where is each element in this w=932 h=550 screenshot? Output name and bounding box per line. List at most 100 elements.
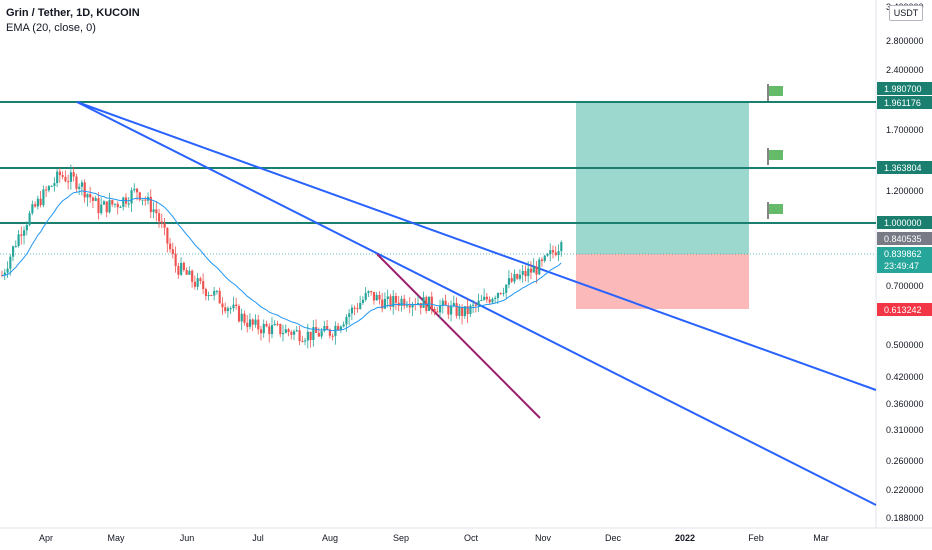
candle-body bbox=[331, 335, 334, 337]
currency-button[interactable]: USDT bbox=[889, 5, 923, 21]
candle-body bbox=[353, 307, 356, 309]
target-zone[interactable] bbox=[576, 102, 749, 254]
candle-body bbox=[47, 186, 50, 191]
symbol-title[interactable]: Grin / Tether, 1D, KUCOIN bbox=[6, 7, 140, 19]
svg-text:1.000000: 1.000000 bbox=[884, 218, 922, 228]
candle-body bbox=[53, 183, 56, 186]
candle-body bbox=[474, 304, 477, 306]
candle-body bbox=[158, 213, 161, 222]
candle-body bbox=[505, 284, 508, 293]
candle-body bbox=[248, 319, 252, 327]
candle-body bbox=[69, 172, 73, 182]
trendline-purple[interactable] bbox=[376, 253, 541, 419]
svg-text:0.839862: 0.839862 bbox=[884, 249, 922, 259]
candle-body bbox=[235, 304, 238, 306]
candles-group bbox=[1, 164, 563, 349]
candle-body bbox=[551, 250, 555, 253]
candle-body bbox=[496, 293, 500, 298]
candle-body bbox=[499, 293, 502, 295]
candle-body bbox=[532, 266, 535, 273]
price-tick-label: 0.188000 bbox=[886, 513, 924, 523]
price-tick-label: 2.800000 bbox=[886, 36, 924, 46]
candle-body bbox=[34, 204, 37, 207]
candle-body bbox=[334, 325, 337, 337]
candle-body bbox=[485, 296, 489, 300]
candle-body bbox=[284, 329, 287, 333]
candle-body bbox=[433, 308, 436, 312]
candle-body bbox=[350, 307, 354, 314]
candle-body bbox=[155, 209, 158, 214]
candle-body bbox=[287, 329, 290, 332]
candle-body bbox=[64, 176, 67, 182]
candle-body bbox=[75, 176, 78, 189]
candle-body bbox=[185, 269, 188, 275]
candle-body bbox=[516, 273, 519, 279]
candle-body bbox=[518, 274, 522, 279]
candle-body bbox=[218, 290, 221, 304]
candle-body bbox=[20, 234, 23, 236]
candle-body bbox=[102, 201, 106, 205]
candle-body bbox=[270, 325, 274, 335]
candle-body bbox=[469, 305, 472, 315]
trendline-upper[interactable] bbox=[76, 101, 877, 391]
candle-body bbox=[262, 324, 265, 334]
time-axis[interactable]: Apr May Jun Jul Aug Sep Oct Nov Dec 2022 Feb Mar bbox=[39, 533, 829, 543]
candle-body bbox=[213, 290, 216, 296]
candle-body bbox=[12, 246, 15, 257]
candle-body bbox=[306, 331, 309, 341]
candle-body bbox=[389, 296, 392, 307]
candle-body bbox=[309, 331, 312, 341]
candle-body bbox=[6, 268, 9, 273]
candle-body bbox=[224, 307, 227, 312]
time-tick-label: Jul bbox=[252, 533, 264, 543]
candle-body bbox=[268, 326, 271, 335]
stop-zone[interactable] bbox=[576, 254, 749, 309]
candle-body bbox=[328, 329, 331, 336]
candle-body bbox=[491, 298, 494, 303]
candle-body bbox=[23, 230, 26, 236]
candle-body bbox=[14, 246, 17, 248]
candle-body bbox=[243, 313, 246, 323]
candle-body bbox=[196, 278, 199, 287]
candle-body bbox=[315, 327, 318, 333]
candle-body bbox=[392, 296, 395, 307]
candle-body bbox=[304, 340, 307, 342]
candle-body bbox=[61, 175, 64, 177]
candle-body bbox=[320, 331, 323, 337]
time-tick-label: Jun bbox=[180, 533, 195, 543]
candle-body bbox=[169, 243, 172, 250]
time-tick-label: Nov bbox=[535, 533, 552, 543]
candle-body bbox=[135, 188, 139, 193]
candle-body bbox=[72, 172, 75, 177]
candle-body bbox=[215, 290, 219, 292]
candle-body bbox=[483, 296, 486, 300]
candle-body bbox=[210, 295, 213, 297]
candle-body bbox=[111, 200, 114, 205]
trendline-lower[interactable] bbox=[76, 101, 877, 506]
ema-line bbox=[1, 190, 562, 332]
candle-body bbox=[133, 188, 136, 191]
flag-icon[interactable] bbox=[767, 202, 783, 219]
candle-body bbox=[524, 270, 527, 277]
candle-body bbox=[452, 303, 455, 306]
flag-icon[interactable] bbox=[767, 148, 783, 165]
candle-body bbox=[226, 308, 230, 312]
price-tick-label: 0.260000 bbox=[886, 456, 924, 466]
indicator-label[interactable]: EMA (20, close, 0) bbox=[6, 22, 96, 34]
candle-body bbox=[364, 292, 367, 300]
candle-body bbox=[502, 292, 505, 294]
candle-body bbox=[257, 319, 260, 330]
candle-body bbox=[372, 291, 376, 301]
candle-body bbox=[400, 298, 403, 306]
candle-body bbox=[122, 197, 125, 207]
candle-body bbox=[83, 182, 86, 198]
candle-body bbox=[36, 198, 39, 207]
candle-body bbox=[540, 259, 544, 261]
flag-icon[interactable] bbox=[767, 84, 783, 101]
candle-body bbox=[298, 330, 301, 342]
candle-body bbox=[472, 304, 475, 306]
candle-body bbox=[204, 289, 208, 296]
candle-body bbox=[383, 299, 387, 309]
candle-body bbox=[326, 325, 329, 330]
